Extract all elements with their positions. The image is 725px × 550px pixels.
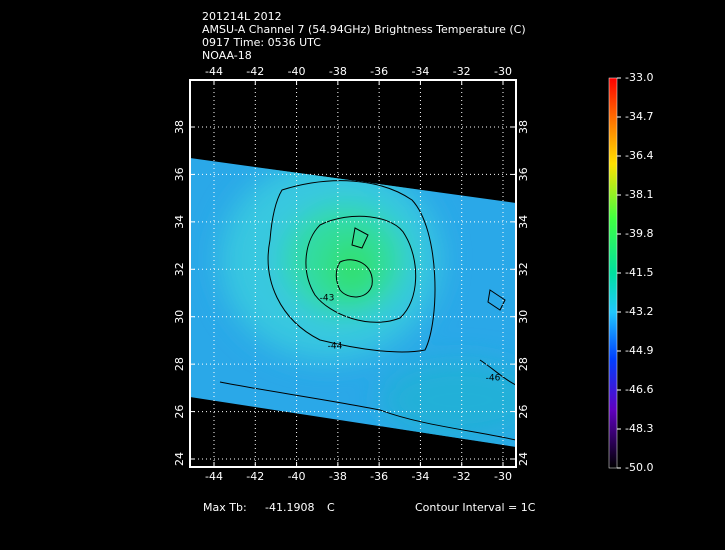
header-line: 0917 Time: 0536 UTC (202, 36, 321, 49)
colorbar-label: -43.2 (625, 305, 653, 318)
colorbar (608, 77, 618, 469)
lat-tick-label: 28 (173, 357, 186, 371)
lat-tick-label: 38 (517, 120, 530, 134)
lon-tick-label: -38 (329, 65, 347, 78)
contour-interval: Contour Interval = 1C (415, 501, 536, 514)
lon-tick-label: -44 (205, 65, 223, 78)
lat-tick-label: 38 (173, 120, 186, 134)
lon-tick-label: -40 (288, 470, 306, 483)
colorbar-label: -50.0 (625, 461, 653, 474)
lat-tick-label: 26 (517, 405, 530, 419)
lon-tick-label: -42 (246, 470, 264, 483)
lon-tick-label: -42 (246, 65, 264, 78)
colorbar-label: -44.9 (625, 344, 653, 357)
colorbar-label: -38.1 (625, 188, 653, 201)
lat-tick-label: 34 (517, 215, 530, 229)
lon-tick-label: -30 (494, 65, 512, 78)
lat-tick-label: 24 (173, 452, 186, 466)
lon-tick-label: -36 (370, 65, 388, 78)
lat-tick-label: 30 (173, 310, 186, 324)
lon-tick-label: -30 (494, 470, 512, 483)
lat-tick-label: 32 (173, 262, 186, 276)
max-label: Max Tb: (203, 501, 247, 514)
lon-tick-label: -36 (370, 470, 388, 483)
header-line: 201214L 2012 (202, 10, 282, 23)
lon-tick-label: -40 (288, 65, 306, 78)
colorbar-label: -36.4 (625, 149, 653, 162)
contour-label: -44 (328, 342, 343, 352)
map-frame (189, 79, 517, 468)
lat-tick-label: 36 (517, 167, 530, 181)
footer: Max Tb: -41.1908 C Contour Interval = 1C (203, 501, 536, 514)
lon-tick-label: -34 (411, 65, 429, 78)
colorbar-label: -46.6 (625, 383, 653, 396)
max-unit: C (327, 501, 335, 514)
swath (190, 158, 516, 447)
lon-tick-label: -32 (453, 470, 471, 483)
contour-label: -43 (320, 294, 335, 304)
colorbar-label: -34.7 (625, 110, 653, 123)
lat-tick-label: 24 (517, 452, 530, 466)
max-value: -41.1908 (265, 501, 314, 514)
header: 201214L 2012 AMSU-A Channel 7 (54.94GHz)… (202, 10, 526, 62)
colorbar-label: -33.0 (625, 71, 653, 84)
lon-tick-label: -44 (205, 470, 223, 483)
colorbar-label: -39.8 (625, 227, 653, 240)
colorbar-label: -48.3 (625, 422, 653, 435)
lat-tick-label: 36 (173, 167, 186, 181)
colorbar-label: -41.5 (625, 266, 653, 279)
lat-tick-label: 34 (173, 215, 186, 229)
lat-tick-label: 28 (517, 357, 530, 371)
header-line: AMSU-A Channel 7 (54.94GHz) Brightness T… (202, 23, 526, 36)
header-line: NOAA-18 (202, 49, 252, 62)
lon-tick-label: -32 (453, 65, 471, 78)
lon-tick-label: -38 (329, 470, 347, 483)
lat-tick-label: 26 (173, 405, 186, 419)
contour-label: -46 (486, 374, 501, 384)
lon-tick-label: -34 (411, 470, 429, 483)
lat-tick-label: 32 (517, 262, 530, 276)
lat-tick-label: 30 (517, 310, 530, 324)
